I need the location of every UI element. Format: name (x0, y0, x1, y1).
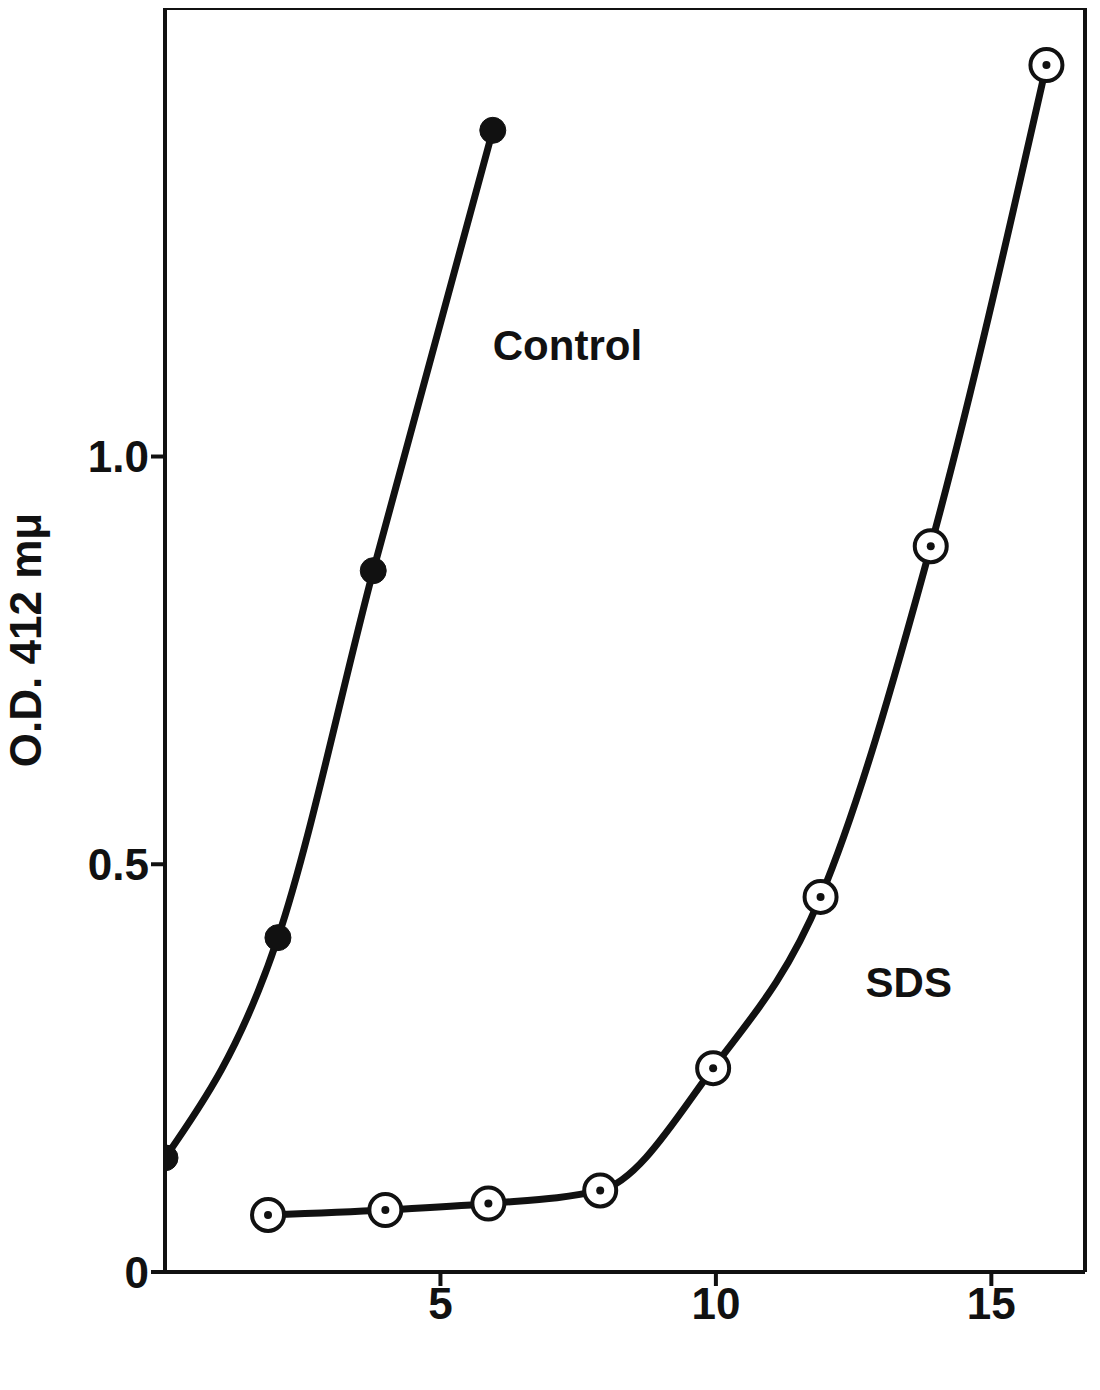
svg-text:5: 5 (428, 1279, 452, 1328)
svg-text:10: 10 (691, 1279, 740, 1328)
svg-text:1.0: 1.0 (88, 432, 149, 481)
svg-text:Control: Control (493, 322, 642, 369)
svg-text:O.D. 412 mμ: O.D. 412 mμ (8, 513, 50, 767)
svg-text:SDS: SDS (866, 959, 952, 1006)
svg-text:0.5: 0.5 (88, 840, 149, 889)
svg-text:0: 0 (125, 1248, 149, 1297)
svg-text:15: 15 (967, 1279, 1016, 1328)
